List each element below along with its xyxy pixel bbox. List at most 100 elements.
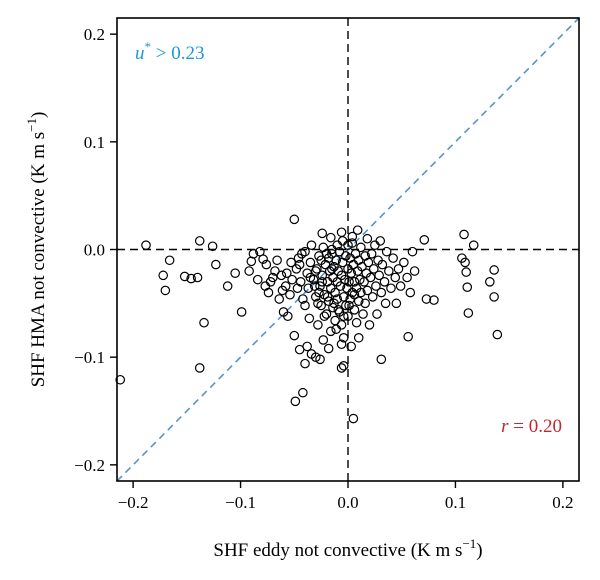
data-point <box>347 231 358 242</box>
data-point <box>310 266 321 276</box>
data-point <box>300 358 310 369</box>
data-point <box>371 281 381 291</box>
data-point <box>283 311 293 322</box>
x-axis-label-end: ) <box>476 540 482 561</box>
x-tick-label: 0.0 <box>337 493 358 512</box>
data-point <box>461 267 471 277</box>
data-point <box>179 271 190 282</box>
data-point <box>258 254 268 264</box>
data-point <box>306 240 317 250</box>
data-point <box>336 227 347 238</box>
x-axis: −0.2 −0.1 0.0 0.1 0.2 <box>118 481 574 512</box>
data-point <box>321 309 332 319</box>
data-point <box>326 326 336 337</box>
data-point <box>318 335 329 345</box>
data-point <box>319 311 330 322</box>
data-point <box>194 236 205 246</box>
data-point <box>344 300 354 311</box>
annotation-r-var: r <box>501 416 509 437</box>
data-point <box>359 277 369 287</box>
data-point <box>158 270 168 281</box>
data-point <box>376 354 387 365</box>
data-point <box>160 285 171 296</box>
data-point <box>364 320 375 330</box>
annotation-ustar: u* > 0.23 <box>135 39 204 64</box>
data-point <box>353 296 364 306</box>
data-point <box>338 292 349 302</box>
data-point <box>365 272 376 283</box>
data-point <box>316 255 326 266</box>
data-point <box>349 277 360 287</box>
data-point <box>298 294 308 304</box>
data-point <box>272 255 282 266</box>
plot-area <box>115 17 580 482</box>
data-point <box>356 287 366 298</box>
y-axis: −0.2 −0.1 0.0 0.1 0.2 <box>74 25 117 475</box>
data-point <box>322 292 333 302</box>
data-point <box>194 363 205 373</box>
data-point <box>331 324 341 334</box>
data-point <box>211 259 221 270</box>
data-point <box>349 304 360 315</box>
y-tick-label: 0.2 <box>84 25 105 44</box>
data-point <box>343 240 353 250</box>
data-point <box>374 270 384 281</box>
data-point <box>329 298 339 309</box>
data-point <box>317 228 328 239</box>
x-tick-label: 0.1 <box>445 493 466 512</box>
data-point <box>393 264 404 274</box>
data-point <box>460 257 470 268</box>
data-point <box>314 287 324 298</box>
data-point <box>141 240 151 250</box>
data-point <box>463 308 474 318</box>
data-point <box>186 273 196 284</box>
data-point <box>313 298 323 309</box>
data-point <box>292 283 303 294</box>
y-tick-label: 0.1 <box>84 133 105 152</box>
data-point <box>376 287 387 298</box>
data-point <box>468 240 479 250</box>
data-point <box>492 329 503 340</box>
y-tick-label: −0.2 <box>74 456 105 475</box>
data-point <box>304 313 315 324</box>
data-point <box>317 270 328 281</box>
data-point <box>294 344 305 355</box>
data-point <box>407 246 418 257</box>
data-point <box>362 285 373 296</box>
data-point <box>338 332 349 343</box>
data-point <box>402 272 412 283</box>
data-point <box>274 294 285 304</box>
data-point <box>360 298 370 309</box>
data-point <box>298 387 308 398</box>
data-point <box>357 261 367 272</box>
data-point <box>327 264 337 274</box>
data-point <box>353 332 364 343</box>
data-point <box>303 283 314 294</box>
data-point <box>343 311 353 322</box>
data-point <box>388 253 398 263</box>
data-point <box>346 268 357 278</box>
data-point <box>363 257 374 268</box>
y-tick-label: −0.1 <box>74 348 105 367</box>
data-point <box>429 295 439 305</box>
data-point <box>244 266 254 276</box>
data-point <box>300 300 310 311</box>
data-point <box>290 396 301 407</box>
data-point <box>338 360 349 371</box>
x-axis-label-text: SHF eddy not convective (K m s <box>213 540 462 561</box>
data-point <box>305 272 316 283</box>
data-point <box>352 225 363 235</box>
data-point <box>337 236 348 246</box>
data-point <box>386 283 396 294</box>
data-point <box>287 274 297 285</box>
data-point <box>405 287 416 298</box>
data-point <box>313 320 323 330</box>
data-point <box>399 257 409 268</box>
data-point <box>336 363 347 373</box>
data-point <box>375 236 386 246</box>
data-point <box>326 232 336 243</box>
data-point <box>377 259 388 270</box>
data-point <box>381 246 392 257</box>
data-point <box>330 287 340 298</box>
